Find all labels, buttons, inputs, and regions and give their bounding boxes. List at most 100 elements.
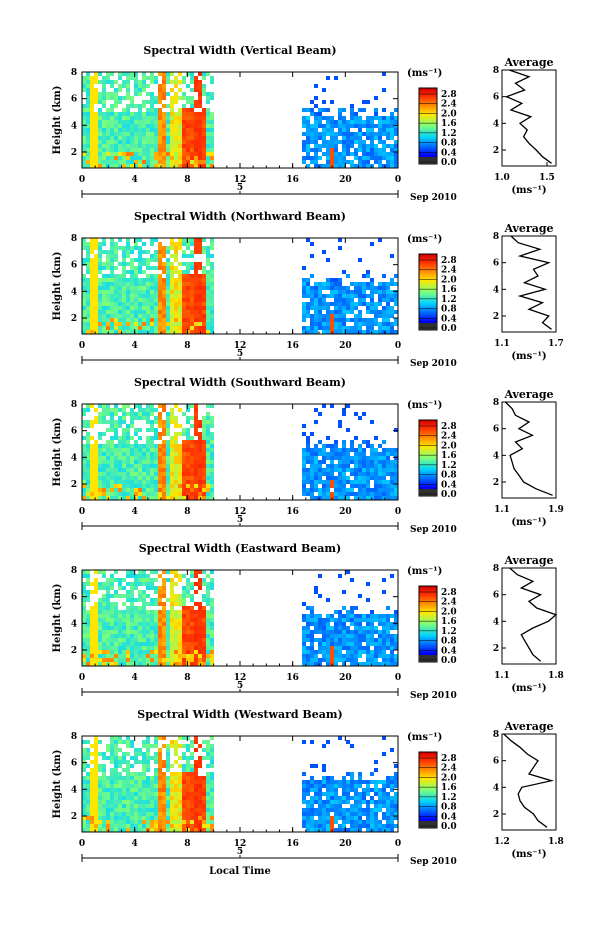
colorbar-tick-label: 1.2 (441, 627, 457, 637)
average-x-tick-label: 1.7 (548, 339, 564, 349)
colorbar-low-band (419, 821, 437, 828)
x-tick-label: 20 (339, 507, 352, 517)
y-tick-label: 6 (71, 593, 77, 603)
y-tick-label: 6 (71, 261, 77, 271)
colorbar-tick-label: 0.4 (441, 314, 457, 324)
colorbar-tick-label: 0.8 (441, 637, 457, 647)
y-tick-label: 4 (71, 121, 77, 131)
colorbar-tick-label: 2.0 (441, 607, 457, 617)
average-x-tick-label: 1.9 (548, 505, 564, 515)
y-axis-label: Height (km) (52, 252, 63, 321)
y-tick-label: 8 (71, 234, 77, 244)
colorbar-tick-label: 2.8 (441, 256, 457, 266)
colorbar-tick-label: 1.6 (441, 617, 457, 627)
date-tick-label: 5 (237, 183, 243, 193)
colorbar (418, 419, 438, 497)
date-tick-label: 5 (237, 847, 243, 857)
colorbar-tick-label: 2.8 (441, 754, 457, 764)
x-tick-label: 12 (234, 175, 247, 185)
y-tick-label: 4 (71, 453, 77, 463)
x-tick-label: 0 (79, 341, 85, 351)
date-tick-label: 5 (237, 349, 243, 359)
average-y-tick-label: 8 (493, 564, 499, 574)
colorbar-tick-label: 2.8 (441, 422, 457, 432)
colorbar-tick-label: 2.4 (441, 100, 457, 110)
average-title: Average (503, 720, 553, 733)
colorbar-tick-label: 1.2 (441, 295, 457, 305)
colorbar-tick-label: 2.8 (441, 588, 457, 598)
colorbar-tick-label: 0.8 (441, 305, 457, 315)
x-tick-label: 12 (234, 673, 247, 683)
chart-panel-4: Spectral Width (Eastward Beam)0 4 8 12 16 20 0… (52, 542, 564, 701)
colorbar-tick-label: 1.6 (441, 783, 457, 793)
x-tick-label: 16 (286, 175, 299, 185)
average-profile-line (509, 567, 558, 662)
average-y-tick-label: 4 (493, 451, 499, 461)
x-tick-label: 20 (339, 673, 352, 683)
y-tick-label: 6 (71, 427, 77, 437)
x-tick-label: 0 (395, 839, 401, 849)
colorbar-unit: (ms⁻¹) (407, 68, 442, 79)
date-tick-label: 5 (237, 681, 243, 691)
average-y-tick-label: 4 (493, 285, 499, 295)
colorbar-tick-label: 1.6 (441, 119, 457, 129)
average-y-tick-label: 6 (493, 259, 499, 269)
date-label: Sep 2010 (410, 857, 457, 867)
average-title: Average (503, 56, 553, 69)
colorbar-tick-label: 0.0 (441, 324, 457, 334)
average-y-tick-label: 6 (493, 93, 499, 103)
average-x-label: (ms⁻¹) (511, 351, 546, 362)
colorbar (418, 585, 438, 663)
colorbar-tick-label: 0.0 (441, 656, 457, 666)
average-x-label: (ms⁻¹) (511, 683, 546, 694)
average-profile-line (504, 69, 552, 164)
average-y-tick-label: 2 (493, 644, 499, 654)
y-tick-label: 4 (71, 287, 77, 297)
x-tick-label: 20 (339, 839, 352, 849)
colorbar-tick-label: 0.8 (441, 139, 457, 149)
colorbar-tick-label: 2.0 (441, 275, 457, 285)
heatmap-cells (82, 72, 398, 168)
x-tick-label: 0 (79, 839, 85, 849)
colorbar-tick-label: 1.6 (441, 451, 457, 461)
x-tick-label: 16 (286, 839, 299, 849)
average-profile-line (504, 401, 553, 496)
y-axis-label: Height (km) (52, 584, 63, 653)
x-tick-label: 8 (184, 175, 190, 185)
x-tick-label: 0 (395, 175, 401, 185)
average-x-tick-label: 1.1 (494, 505, 510, 515)
x-tick-label: 12 (234, 341, 247, 351)
colorbar-tick-label: 2.4 (441, 266, 457, 276)
average-y-tick-label: 6 (493, 757, 499, 767)
average-y-tick-label: 2 (493, 312, 499, 322)
average-x-tick-label: 1.2 (494, 837, 510, 847)
x-tick-label: 0 (395, 341, 401, 351)
x-tick-label: 8 (184, 341, 190, 351)
y-tick-label: 2 (71, 314, 77, 324)
date-tick-label: 5 (237, 515, 243, 525)
colorbar-tick-label: 1.2 (441, 461, 457, 471)
x-tick-label: 8 (184, 507, 190, 517)
average-x-tick-label: 1.0 (494, 173, 510, 183)
y-tick-label: 4 (71, 619, 77, 629)
colorbar-tick-label: 2.4 (441, 764, 457, 774)
y-tick-label: 2 (71, 148, 77, 158)
x-tick-label: 16 (286, 673, 299, 683)
colorbar-tick-label: 0.4 (441, 646, 457, 656)
panel-title: Spectral Width (Northward Beam) (134, 210, 346, 223)
y-tick-label: 8 (71, 400, 77, 410)
average-profile-line (503, 733, 555, 828)
average-y-tick-label: 8 (493, 232, 499, 242)
y-tick-label: 2 (71, 812, 77, 822)
chart-panel-2: Spectral Width (Northward Beam)0 4 8 12 16 20… (52, 210, 564, 369)
colorbar-tick-label: 0.4 (441, 148, 457, 158)
average-frame (501, 401, 557, 499)
y-axis-label: Height (km) (52, 418, 63, 487)
x-tick-label: 20 (339, 341, 352, 351)
y-tick-label: 8 (71, 68, 77, 78)
average-x-tick-label: 1.8 (548, 837, 564, 847)
average-x-tick-label: 1.5 (539, 173, 555, 183)
colorbar-tick-label: 1.2 (441, 793, 457, 803)
y-tick-label: 8 (71, 566, 77, 576)
colorbar-tick-label: 0.4 (441, 480, 457, 490)
